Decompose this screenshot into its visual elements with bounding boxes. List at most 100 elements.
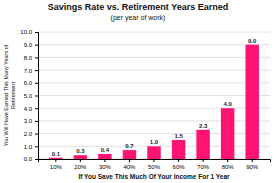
y-tick: 3.0	[24, 118, 38, 124]
y-axis-line	[35, 33, 39, 160]
y-tick-mark	[35, 83, 38, 84]
y-tick-label: 9.0	[24, 42, 33, 48]
bar	[221, 108, 235, 159]
x-tick: 40%	[123, 159, 136, 170]
plot: 0.1 0.3 0.4 0.7 1.0 1.5 2.3 4.0 9.0 10% 20% 30% 40% 5…	[20, 29, 270, 170]
y-tick-label: 0.0	[24, 156, 33, 162]
y-tick: 2.0	[24, 131, 38, 137]
y-tick: 8.0	[24, 55, 38, 61]
grid-line	[38, 120, 270, 121]
x-tick-label: 90%	[246, 164, 259, 170]
title: Savings Rate vs. Retirement Years Earned	[48, 2, 228, 12]
grid-line	[38, 108, 270, 109]
x-tick-label: 20%	[74, 164, 87, 170]
x-tick-mark	[55, 159, 56, 162]
y-tick-mark	[35, 134, 38, 135]
bar	[123, 150, 137, 159]
data-label: 1.5	[174, 133, 183, 139]
x-tick: 80%	[222, 159, 235, 170]
bar	[74, 155, 88, 159]
y-tick: 0.0	[24, 156, 38, 162]
y-tick-label: 5.0	[24, 93, 33, 99]
y-tick-label: 1.0	[24, 144, 33, 150]
bar	[245, 45, 259, 159]
bar	[147, 146, 161, 159]
y-tick-mark	[35, 121, 38, 122]
y-tick-mark	[35, 45, 38, 46]
y-axis-title: You Will Have Earned This Many Years ofR…	[3, 44, 16, 146]
y-tick-label: 2.0	[24, 131, 33, 137]
grid-line	[38, 32, 270, 33]
data-label: 2.3	[199, 123, 208, 129]
grid	[38, 32, 270, 159]
data-label: 9.0	[248, 38, 257, 44]
x-tick-label: 50%	[148, 164, 161, 170]
subtitle: (per year of work)	[111, 14, 166, 22]
x-tick-mark	[104, 159, 105, 162]
bar	[98, 154, 112, 159]
grid-line	[38, 133, 270, 134]
y-axis-title-line: Retirement	[10, 82, 16, 109]
bar	[172, 140, 186, 159]
bars	[49, 45, 259, 159]
bar	[49, 158, 63, 159]
grid-line	[38, 82, 270, 83]
x-tick: 50%	[148, 159, 161, 170]
y-tick-label: 3.0	[24, 118, 33, 124]
y-tick-label: 7.0	[24, 68, 33, 74]
data-label: 1.0	[150, 139, 159, 145]
grid-line	[38, 44, 270, 45]
data-label: 4.0	[223, 101, 232, 107]
y-axis-title-line: You Will Have Earned This Many Years of	[3, 44, 9, 146]
y-axis: 0.0 1.0 2.0 3.0 4.0 5.0 6.0 7.0 8.0 9.0 10.0	[20, 29, 38, 162]
x-axis: 10% 20% 30% 40% 50% 60% 70% 80% 90%	[39, 159, 271, 170]
x-tick: 60%	[173, 159, 186, 170]
y-tick-label: 4.0	[24, 106, 33, 112]
data-label: 0.3	[76, 148, 85, 154]
y-tick: 1.0	[24, 144, 38, 150]
y-tick: 10.0	[20, 29, 38, 35]
y-tick-mark	[35, 108, 38, 109]
data-labels: 0.1 0.3 0.4 0.7 1.0 1.5 2.3 4.0 9.0	[52, 38, 257, 157]
bar	[196, 130, 210, 159]
x-tick-label: 80%	[222, 164, 235, 170]
x-tick-label: 10%	[50, 164, 63, 170]
y-tick-mark	[35, 159, 38, 160]
y-tick: 5.0	[24, 93, 38, 99]
y-tick-mark	[35, 70, 38, 71]
y-tick-mark	[35, 32, 38, 33]
x-tick-mark	[227, 159, 228, 162]
y-tick-label: 8.0	[24, 55, 33, 61]
y-tick-label: 6.0	[24, 80, 33, 86]
chart: Savings Rate vs. Retirement Years Earned…	[0, 0, 276, 183]
y-tick: 6.0	[24, 80, 38, 86]
x-tick-mark	[129, 159, 130, 162]
grid-line	[38, 57, 270, 58]
y-tick: 7.0	[24, 68, 38, 74]
x-tick-mark	[178, 159, 179, 162]
x-tick: 90%	[246, 159, 259, 170]
x-tick: 30%	[99, 159, 112, 170]
y-tick: 4.0	[24, 106, 38, 112]
y-tick-mark	[35, 57, 38, 58]
x-tick-label: 70%	[197, 164, 210, 170]
y-tick-label: 10.0	[20, 29, 32, 35]
data-label: 0.1	[52, 151, 61, 157]
x-tick: 20%	[74, 159, 87, 170]
x-tick-mark	[80, 159, 81, 162]
y-tick-mark	[35, 96, 38, 97]
x-tick-mark	[203, 159, 204, 162]
x-axis-title: If You Save This Much Of Your Income For…	[78, 173, 230, 180]
x-tick: 70%	[197, 159, 210, 170]
x-axis-line	[39, 160, 271, 163]
grid-line	[38, 70, 270, 71]
x-tick-label: 30%	[99, 164, 112, 170]
y-tick-mark	[35, 146, 38, 147]
x-tick-mark	[154, 159, 155, 162]
data-label: 0.4	[101, 147, 110, 153]
grid-line	[38, 95, 270, 96]
data-label: 0.7	[125, 143, 134, 149]
x-tick-label: 40%	[123, 164, 136, 170]
x-tick-mark	[252, 159, 253, 162]
x-tick-label: 60%	[173, 164, 186, 170]
